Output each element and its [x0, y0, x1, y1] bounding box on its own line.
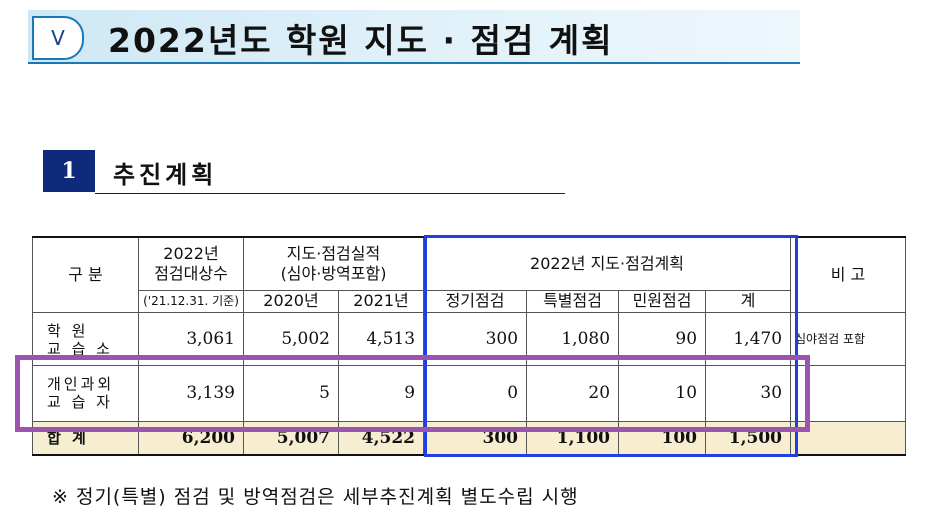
cell-special: 20: [526, 364, 620, 422]
cell-regular: 300: [423, 311, 528, 366]
cell-remarks: 심야점검 포함: [790, 311, 907, 366]
header-target-basis: ('21.12.31. 기준): [138, 289, 244, 313]
cell-total: 1,470: [705, 311, 792, 366]
cell-complaint: 90: [618, 311, 707, 366]
cell-remarks: [790, 420, 907, 456]
table-row: 학 원 교 습 소 3,061 5,002 4,513 300 1,080 90…: [32, 311, 907, 366]
cell-total: 1,500: [705, 420, 792, 456]
cell-regular: 300: [423, 420, 528, 456]
header-plan-special: 특별점검: [526, 289, 620, 313]
cell-complaint: 100: [618, 420, 707, 456]
header-plan: 2022년 지도·점검계획: [423, 236, 792, 291]
subsection-number: 1: [43, 150, 95, 192]
header-category: 구 분: [32, 236, 139, 313]
row-label: 개인과외 교 습 자: [32, 364, 139, 422]
header-plan-complaint: 민원점검: [618, 289, 707, 313]
header-results-line2: (심야·방역포함): [280, 263, 387, 283]
cell-special: 1,100: [526, 420, 620, 456]
cell-regular: 0: [423, 364, 528, 422]
row-label-line1: 학 원: [47, 321, 89, 340]
cell-target: 3,061: [138, 311, 244, 366]
subsection-title: 추진계획: [113, 161, 218, 189]
header-remarks: 비 고: [790, 236, 907, 313]
table-row-total: 합 계 6,200 5,007 4,522 300 1,100 100 1,50…: [32, 420, 907, 456]
cell-complaint: 10: [618, 364, 707, 422]
row-label-line1: 개인과외: [47, 375, 115, 393]
row-label-line2: 교 습 소: [47, 339, 113, 356]
cell-2020: 5: [243, 364, 339, 422]
cell-special: 1,080: [526, 311, 620, 366]
cell-total: 30: [705, 364, 792, 422]
cell-2021: 9: [337, 364, 425, 422]
footnote: ※ 정기(특별) 점검 및 방역점검은 세부추진계획 별도수립 시행: [52, 486, 579, 508]
cell-target: 6,200: [138, 420, 244, 456]
header-target: 2022년 점검대상수: [138, 236, 244, 291]
section-header-band: [28, 10, 800, 64]
section-badge: V: [32, 16, 84, 60]
header-target-line1: 2022년: [163, 243, 219, 263]
row-label: 학 원 교 습 소: [32, 311, 139, 366]
row-label-line2: 교 습 자: [47, 393, 113, 411]
inspection-plan-table: 구 분 2022년 점검대상수 지도·점검실적 (심야·방역포함) 2022년 …: [32, 236, 907, 456]
section-title: 2022년도 학원 지도 · 점검 계획: [108, 21, 614, 60]
subsection-underline: [95, 193, 565, 194]
cell-2020: 5,007: [243, 420, 339, 456]
row-label: 합 계: [32, 420, 139, 456]
header-plan-total: 계: [705, 289, 792, 313]
cell-target: 3,139: [138, 364, 244, 422]
header-results: 지도·점검실적 (심야·방역포함): [242, 236, 425, 291]
cell-remarks: [790, 364, 907, 422]
header-target-line2: 점검대상수: [154, 263, 228, 283]
header-plan-regular: 정기점검: [423, 289, 528, 313]
cell-2021: 4,522: [337, 420, 425, 456]
header-results-line1: 지도·점검실적: [286, 243, 381, 263]
header-year-2020: 2020년: [243, 289, 339, 313]
cell-2021: 4,513: [337, 311, 425, 366]
header-year-2021: 2021년: [337, 289, 425, 313]
table-row: 개인과외 교 습 자 3,139 5 9 0 20 10 30: [32, 364, 907, 422]
row-label-clip: 학 원 교 습 소: [47, 322, 138, 356]
cell-2020: 5,002: [243, 311, 339, 366]
